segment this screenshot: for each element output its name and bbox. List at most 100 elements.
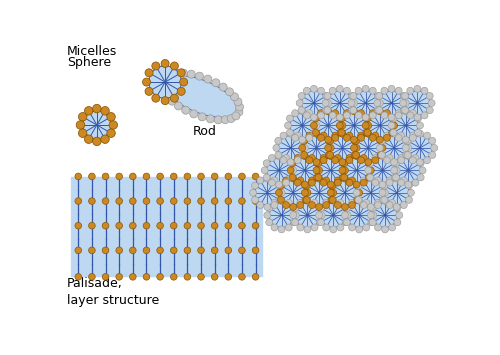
Circle shape xyxy=(116,198,122,204)
Circle shape xyxy=(227,114,235,122)
Circle shape xyxy=(348,202,356,208)
Circle shape xyxy=(368,204,375,212)
Circle shape xyxy=(344,112,350,119)
Circle shape xyxy=(344,204,350,212)
Circle shape xyxy=(381,182,388,189)
Circle shape xyxy=(355,87,362,94)
Circle shape xyxy=(322,200,330,206)
Circle shape xyxy=(340,174,346,181)
Circle shape xyxy=(395,134,402,141)
Circle shape xyxy=(308,179,316,186)
Circle shape xyxy=(380,196,386,203)
Circle shape xyxy=(328,144,334,151)
Circle shape xyxy=(394,204,401,212)
Circle shape xyxy=(395,87,402,94)
Circle shape xyxy=(316,167,322,174)
Circle shape xyxy=(403,152,410,158)
Circle shape xyxy=(315,160,322,167)
Circle shape xyxy=(402,107,408,114)
Circle shape xyxy=(252,273,259,280)
Circle shape xyxy=(284,122,292,129)
Circle shape xyxy=(376,93,382,99)
Circle shape xyxy=(392,160,398,167)
Circle shape xyxy=(302,153,308,159)
Circle shape xyxy=(328,182,335,189)
Circle shape xyxy=(278,197,285,204)
Circle shape xyxy=(360,154,367,162)
Circle shape xyxy=(276,196,283,203)
Circle shape xyxy=(322,224,330,231)
Circle shape xyxy=(348,100,355,106)
Circle shape xyxy=(407,87,414,94)
Circle shape xyxy=(424,157,430,164)
Circle shape xyxy=(363,129,370,136)
Circle shape xyxy=(330,136,354,160)
Circle shape xyxy=(358,157,364,164)
Circle shape xyxy=(338,129,345,136)
Circle shape xyxy=(287,167,294,174)
Circle shape xyxy=(400,107,407,114)
Circle shape xyxy=(400,177,407,184)
Circle shape xyxy=(166,71,174,78)
Circle shape xyxy=(230,93,238,101)
Circle shape xyxy=(360,177,367,184)
Circle shape xyxy=(417,174,424,181)
Circle shape xyxy=(390,129,397,136)
Circle shape xyxy=(318,87,324,94)
Circle shape xyxy=(372,203,398,228)
Circle shape xyxy=(362,122,369,129)
Circle shape xyxy=(334,177,342,184)
Circle shape xyxy=(410,157,416,164)
Circle shape xyxy=(172,69,180,77)
Circle shape xyxy=(405,181,412,188)
Circle shape xyxy=(280,157,287,164)
Circle shape xyxy=(102,198,109,204)
Circle shape xyxy=(266,219,272,226)
Circle shape xyxy=(381,196,388,203)
Circle shape xyxy=(392,174,400,181)
Circle shape xyxy=(316,212,322,219)
Circle shape xyxy=(374,107,382,114)
Circle shape xyxy=(290,219,298,226)
Circle shape xyxy=(152,94,160,102)
Circle shape xyxy=(316,175,322,182)
Circle shape xyxy=(354,182,360,189)
Circle shape xyxy=(282,177,290,184)
Circle shape xyxy=(329,182,336,189)
Circle shape xyxy=(324,107,331,114)
Circle shape xyxy=(368,167,374,174)
Circle shape xyxy=(170,62,178,70)
Bar xyxy=(72,202,262,226)
Circle shape xyxy=(412,179,419,186)
Circle shape xyxy=(382,189,388,196)
Circle shape xyxy=(379,91,404,115)
Circle shape xyxy=(320,157,327,164)
Circle shape xyxy=(346,132,353,139)
Circle shape xyxy=(329,87,336,94)
Circle shape xyxy=(339,159,346,165)
Circle shape xyxy=(306,157,313,164)
Circle shape xyxy=(396,212,402,219)
Circle shape xyxy=(353,181,360,188)
Circle shape xyxy=(370,219,376,226)
Circle shape xyxy=(328,189,334,196)
Circle shape xyxy=(177,69,185,77)
Circle shape xyxy=(386,154,393,162)
Circle shape xyxy=(426,93,433,99)
Circle shape xyxy=(268,154,276,162)
Circle shape xyxy=(316,219,323,226)
Circle shape xyxy=(400,100,406,106)
Circle shape xyxy=(278,136,303,160)
Circle shape xyxy=(107,113,116,121)
Circle shape xyxy=(396,158,420,183)
Circle shape xyxy=(362,85,369,92)
Circle shape xyxy=(368,212,374,219)
Circle shape xyxy=(370,134,376,141)
Circle shape xyxy=(406,196,412,203)
Circle shape xyxy=(344,134,350,141)
Circle shape xyxy=(377,137,384,144)
Circle shape xyxy=(352,152,360,158)
Circle shape xyxy=(294,179,301,186)
Circle shape xyxy=(332,157,338,164)
Circle shape xyxy=(92,104,101,113)
